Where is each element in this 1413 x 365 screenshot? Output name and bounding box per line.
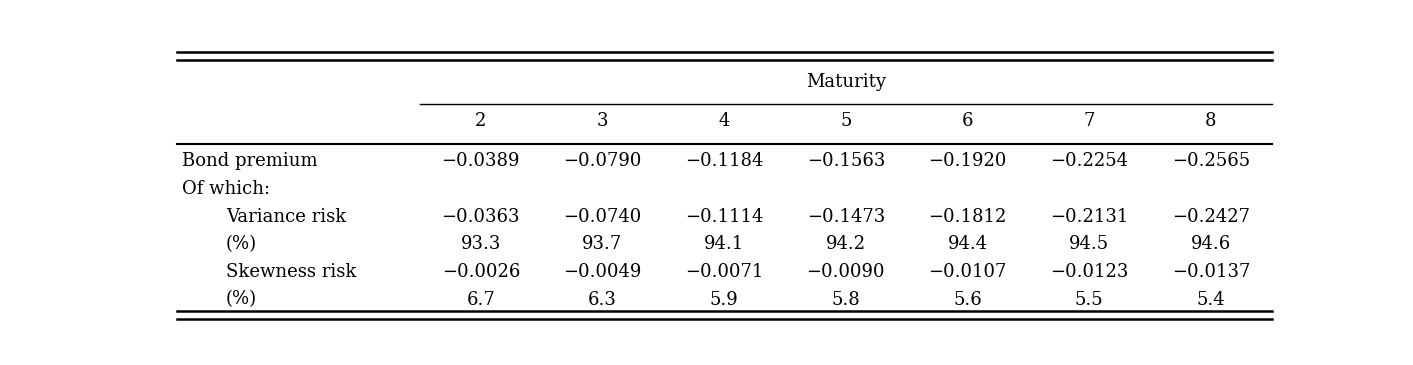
Text: 5.4: 5.4	[1197, 291, 1225, 308]
Text: 94.2: 94.2	[825, 235, 866, 253]
Text: 94.6: 94.6	[1191, 235, 1231, 253]
Text: −0.0363: −0.0363	[441, 208, 520, 226]
Text: 7: 7	[1084, 112, 1095, 130]
Text: −0.2254: −0.2254	[1050, 152, 1128, 170]
Text: −0.0026: −0.0026	[442, 263, 520, 281]
Text: 4: 4	[718, 112, 731, 130]
Text: Of which:: Of which:	[182, 180, 270, 198]
Text: −0.1184: −0.1184	[685, 152, 763, 170]
Text: (%): (%)	[226, 291, 257, 308]
Text: 94.1: 94.1	[704, 235, 745, 253]
Text: 6: 6	[962, 112, 974, 130]
Text: 94.4: 94.4	[948, 235, 988, 253]
Text: 2: 2	[475, 112, 486, 130]
Text: Bond premium: Bond premium	[182, 152, 318, 170]
Text: −0.0107: −0.0107	[928, 263, 1006, 281]
Text: 6.3: 6.3	[588, 291, 617, 308]
Text: −0.0049: −0.0049	[564, 263, 642, 281]
Text: 94.5: 94.5	[1070, 235, 1109, 253]
Text: −0.0790: −0.0790	[564, 152, 642, 170]
Text: −0.1563: −0.1563	[807, 152, 885, 170]
Text: 6.7: 6.7	[466, 291, 495, 308]
Text: Skewness risk: Skewness risk	[226, 263, 356, 281]
Text: −0.2427: −0.2427	[1171, 208, 1251, 226]
Text: Variance risk: Variance risk	[226, 208, 346, 226]
Text: −0.1812: −0.1812	[928, 208, 1006, 226]
Text: 93.7: 93.7	[582, 235, 623, 253]
Text: 5.5: 5.5	[1075, 291, 1104, 308]
Text: 93.3: 93.3	[461, 235, 502, 253]
Text: −0.0071: −0.0071	[685, 263, 763, 281]
Text: 5: 5	[841, 112, 852, 130]
Text: 5.9: 5.9	[709, 291, 739, 308]
Text: −0.0389: −0.0389	[441, 152, 520, 170]
Text: −0.2565: −0.2565	[1171, 152, 1251, 170]
Text: −0.1920: −0.1920	[928, 152, 1006, 170]
Text: 5.8: 5.8	[831, 291, 861, 308]
Text: −0.1473: −0.1473	[807, 208, 885, 226]
Text: (%): (%)	[226, 235, 257, 253]
Text: 8: 8	[1205, 112, 1217, 130]
Text: −0.2131: −0.2131	[1050, 208, 1129, 226]
Text: 5.6: 5.6	[954, 291, 982, 308]
Text: −0.0740: −0.0740	[564, 208, 642, 226]
Text: −0.0090: −0.0090	[807, 263, 885, 281]
Text: 3: 3	[596, 112, 608, 130]
Text: −0.0123: −0.0123	[1050, 263, 1129, 281]
Text: −0.0137: −0.0137	[1171, 263, 1251, 281]
Text: −0.1114: −0.1114	[685, 208, 763, 226]
Text: Maturity: Maturity	[805, 73, 886, 91]
